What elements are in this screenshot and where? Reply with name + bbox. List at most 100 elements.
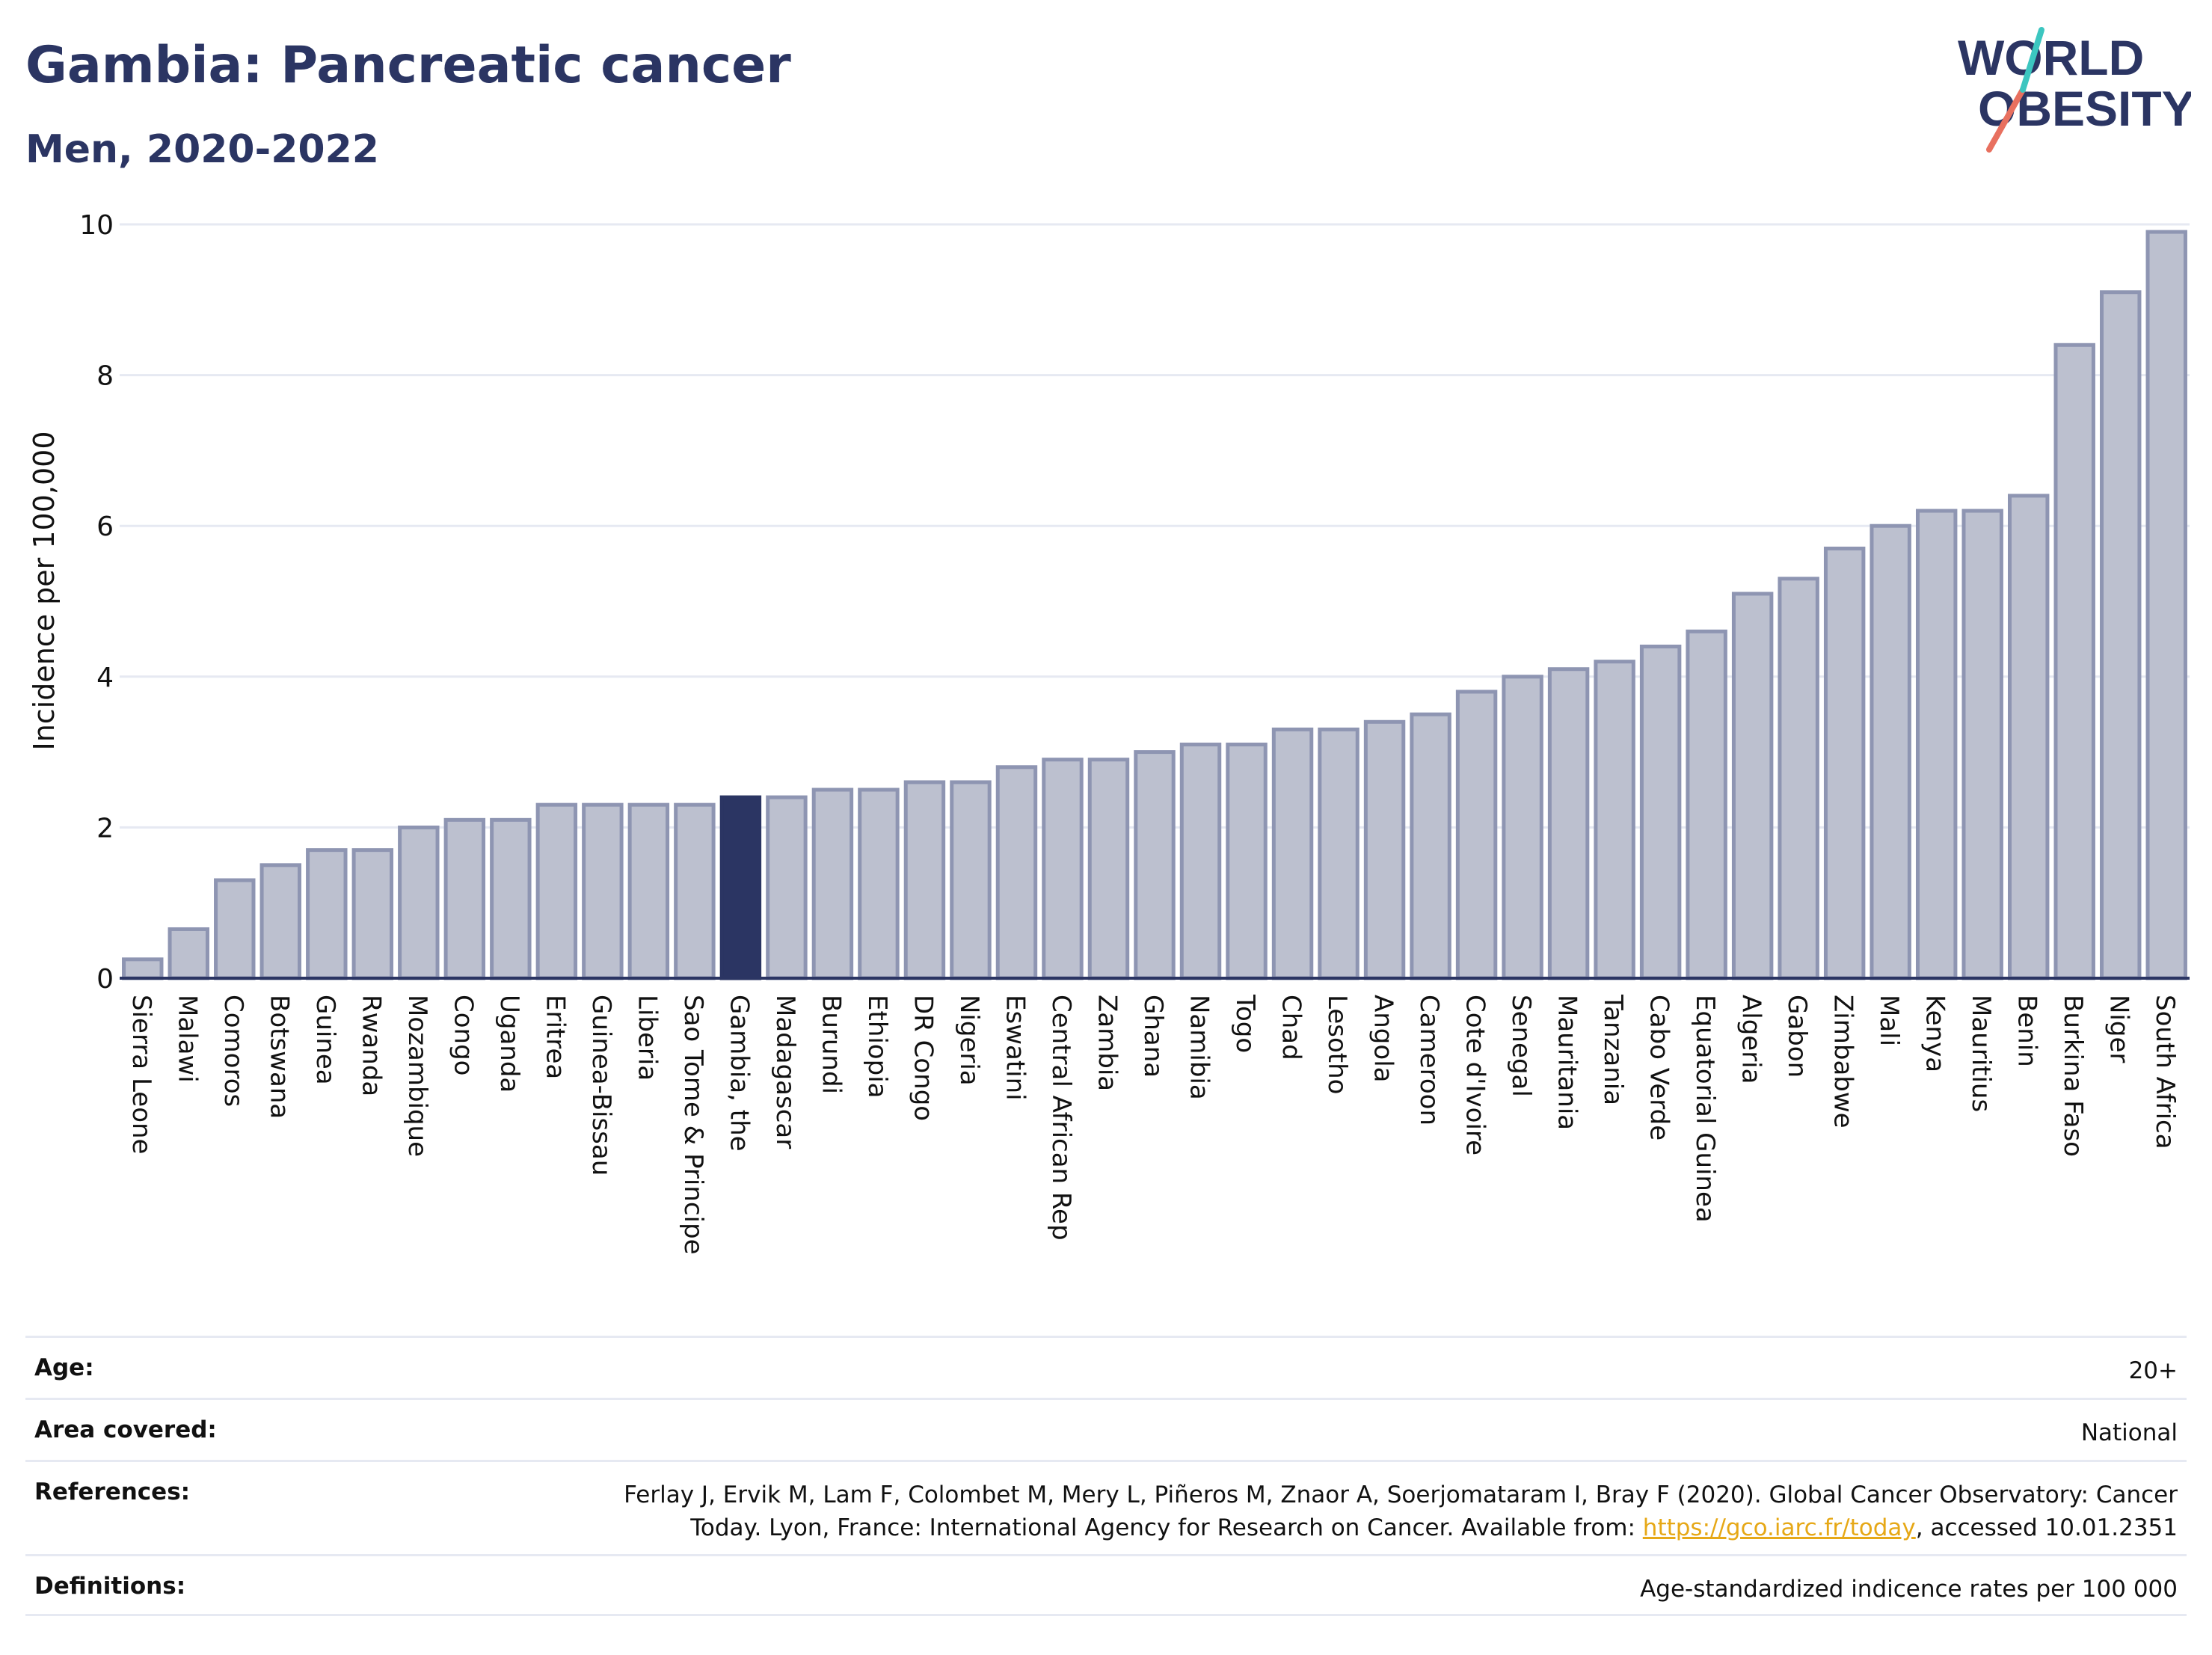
x-tick-label: Gambia, the <box>724 995 754 1152</box>
meta-label-area: Area covered: <box>34 1416 217 1443</box>
x-tick-label: South Africa <box>2150 995 2180 1149</box>
bar <box>535 802 578 980</box>
reference-link[interactable]: https://gco.iarc.fr/today <box>1642 1514 1916 1541</box>
bar <box>2053 343 2095 980</box>
bar <box>1639 644 1682 980</box>
page-subtitle: Men, 2020-2022 <box>25 127 379 172</box>
x-tick-label: Liberia <box>632 995 662 1081</box>
x-tick-label: Burkina Faso <box>2058 995 2088 1157</box>
reference-line2-start: Today. Lyon, France: International Agenc… <box>690 1514 1643 1541</box>
bar <box>950 780 992 980</box>
x-tick-label: Namibia <box>1185 995 1214 1100</box>
bar <box>766 795 808 980</box>
x-tick-label: Gabon <box>1782 995 1812 1078</box>
bar <box>2007 494 2050 980</box>
bar <box>1363 719 1406 980</box>
x-tick-label: Mozambique <box>402 995 432 1157</box>
bar <box>627 802 670 980</box>
bars <box>122 230 2187 980</box>
bar <box>1870 523 1911 980</box>
bar <box>351 848 394 980</box>
bar <box>1547 667 1590 980</box>
x-tick-label: Benin <box>2012 995 2042 1067</box>
meta-row-age: Age: 20+ <box>25 1336 2187 1398</box>
y-tick-label: 8 <box>96 361 114 392</box>
bar <box>995 765 1038 980</box>
bar-chart: 0 2 4 6 8 10 Sierra Leone Malawi Comoros Botswan… <box>28 210 2190 1255</box>
bar <box>1823 546 1866 980</box>
x-tick-label: Central African Rep <box>1046 995 1076 1241</box>
x-tick-label: Burundi <box>816 995 846 1094</box>
x-tick-label: Comoros <box>218 995 248 1107</box>
x-tick-label: Eritrea <box>540 995 570 1079</box>
logo-slash-coral <box>1986 87 2026 153</box>
meta-row-references: References: Ferlay J, Ervik M, Lam F, Co… <box>25 1460 2187 1554</box>
bar <box>2100 290 2142 980</box>
bar <box>674 802 716 980</box>
x-tick-label: Lesotho <box>1322 995 1352 1094</box>
y-axis-ticks: 0 2 4 6 8 10 <box>79 210 114 995</box>
bar <box>2145 230 2187 980</box>
bar <box>490 817 532 980</box>
x-tick-label: Sao Tome & Principe <box>678 995 708 1255</box>
bar <box>1594 660 1635 980</box>
bar <box>858 787 900 980</box>
x-tick-label: Cameroon <box>1414 995 1444 1126</box>
bar <box>1134 750 1176 980</box>
bar <box>122 957 164 980</box>
bar <box>1455 690 1498 980</box>
x-tick-label: Algeria <box>1736 995 1766 1084</box>
x-tick-label: Botswana <box>264 995 294 1119</box>
x-tick-label: Mauritania <box>1552 995 1582 1130</box>
reference-line1: Ferlay J, Ervik M, Lam F, Colombet M, Me… <box>624 1481 2178 1508</box>
y-tick-label: 2 <box>96 813 114 844</box>
bar <box>1961 509 2003 980</box>
reference-line2-end: , accessed 10.01.2351 <box>1915 1514 2178 1541</box>
y-tick-label: 10 <box>79 210 114 241</box>
logo-line1: WORLD <box>1958 30 2144 85</box>
y-tick-label: 4 <box>96 663 114 693</box>
x-tick-label: Senegal <box>1506 995 1536 1097</box>
metadata-table: Age: 20+ Area covered: National Referenc… <box>25 1336 2187 1616</box>
bar <box>811 787 854 980</box>
bar <box>1271 727 1314 980</box>
x-tick-label: Sierra Leone <box>126 995 156 1154</box>
bar-highlight <box>719 795 762 980</box>
x-tick-label: Ghana <box>1138 995 1168 1078</box>
meta-label-definitions: Definitions: <box>34 1573 186 1600</box>
x-tick-label: Chad <box>1276 995 1306 1060</box>
bar <box>214 878 256 980</box>
bar <box>1686 629 1727 980</box>
x-tick-label: Kenya <box>1920 995 1950 1072</box>
meta-value-definitions: Age-standardized indicence rates per 100… <box>1640 1576 2178 1603</box>
meta-label-references: References: <box>34 1479 191 1505</box>
x-tick-label: Equatorial Guinea <box>1690 995 1720 1223</box>
bar <box>259 863 302 980</box>
bar <box>1502 675 1543 980</box>
x-tick-label: Ethiopia <box>862 995 892 1098</box>
x-tick-label: Madagascar <box>770 995 800 1149</box>
meta-row-area: Area covered: National <box>25 1398 2187 1460</box>
bar <box>1731 592 1774 980</box>
x-tick-label: Zambia <box>1092 995 1122 1091</box>
x-tick-label: Zimbabwe <box>1828 995 1858 1129</box>
x-tick-label: Malawi <box>172 995 202 1083</box>
x-tick-label: Tanzania <box>1598 994 1628 1105</box>
x-tick-label: Uganda <box>494 995 524 1093</box>
world-obesity-logo: WORLD OBESITY <box>1958 27 2191 153</box>
bar <box>1179 743 1222 980</box>
bar <box>1318 727 1360 980</box>
x-tick-label: Rwanda <box>356 995 386 1096</box>
logo-slash-teal <box>2020 27 2044 93</box>
x-tick-label: Niger <box>2104 995 2134 1063</box>
meta-row-definitions: Definitions: Age-standardized indicence … <box>25 1554 2187 1616</box>
x-tick-label: Cote d'Ivoire <box>1460 995 1490 1155</box>
meta-value-age: 20+ <box>2128 1357 2178 1384</box>
bar <box>398 825 440 980</box>
x-tick-label: Nigeria <box>954 995 984 1086</box>
x-tick-label: Mali <box>1874 995 1904 1046</box>
x-axis-labels: Sierra Leone Malawi Comoros Botswana Guinea R… <box>126 994 2180 1255</box>
meta-label-age: Age: <box>34 1354 94 1381</box>
x-tick-label: DR Congo <box>908 995 938 1121</box>
bar <box>1915 509 1958 980</box>
